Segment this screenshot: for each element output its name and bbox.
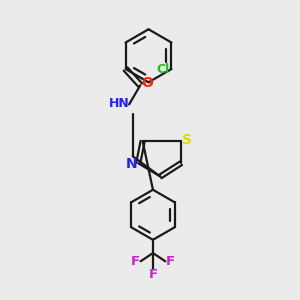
Text: F: F (131, 255, 140, 268)
Text: S: S (182, 133, 192, 147)
Text: F: F (148, 268, 158, 281)
Text: O: O (141, 76, 153, 90)
Text: Cl: Cl (157, 62, 170, 76)
Text: N: N (126, 157, 138, 171)
Text: HN: HN (109, 97, 130, 110)
Text: F: F (166, 255, 175, 268)
